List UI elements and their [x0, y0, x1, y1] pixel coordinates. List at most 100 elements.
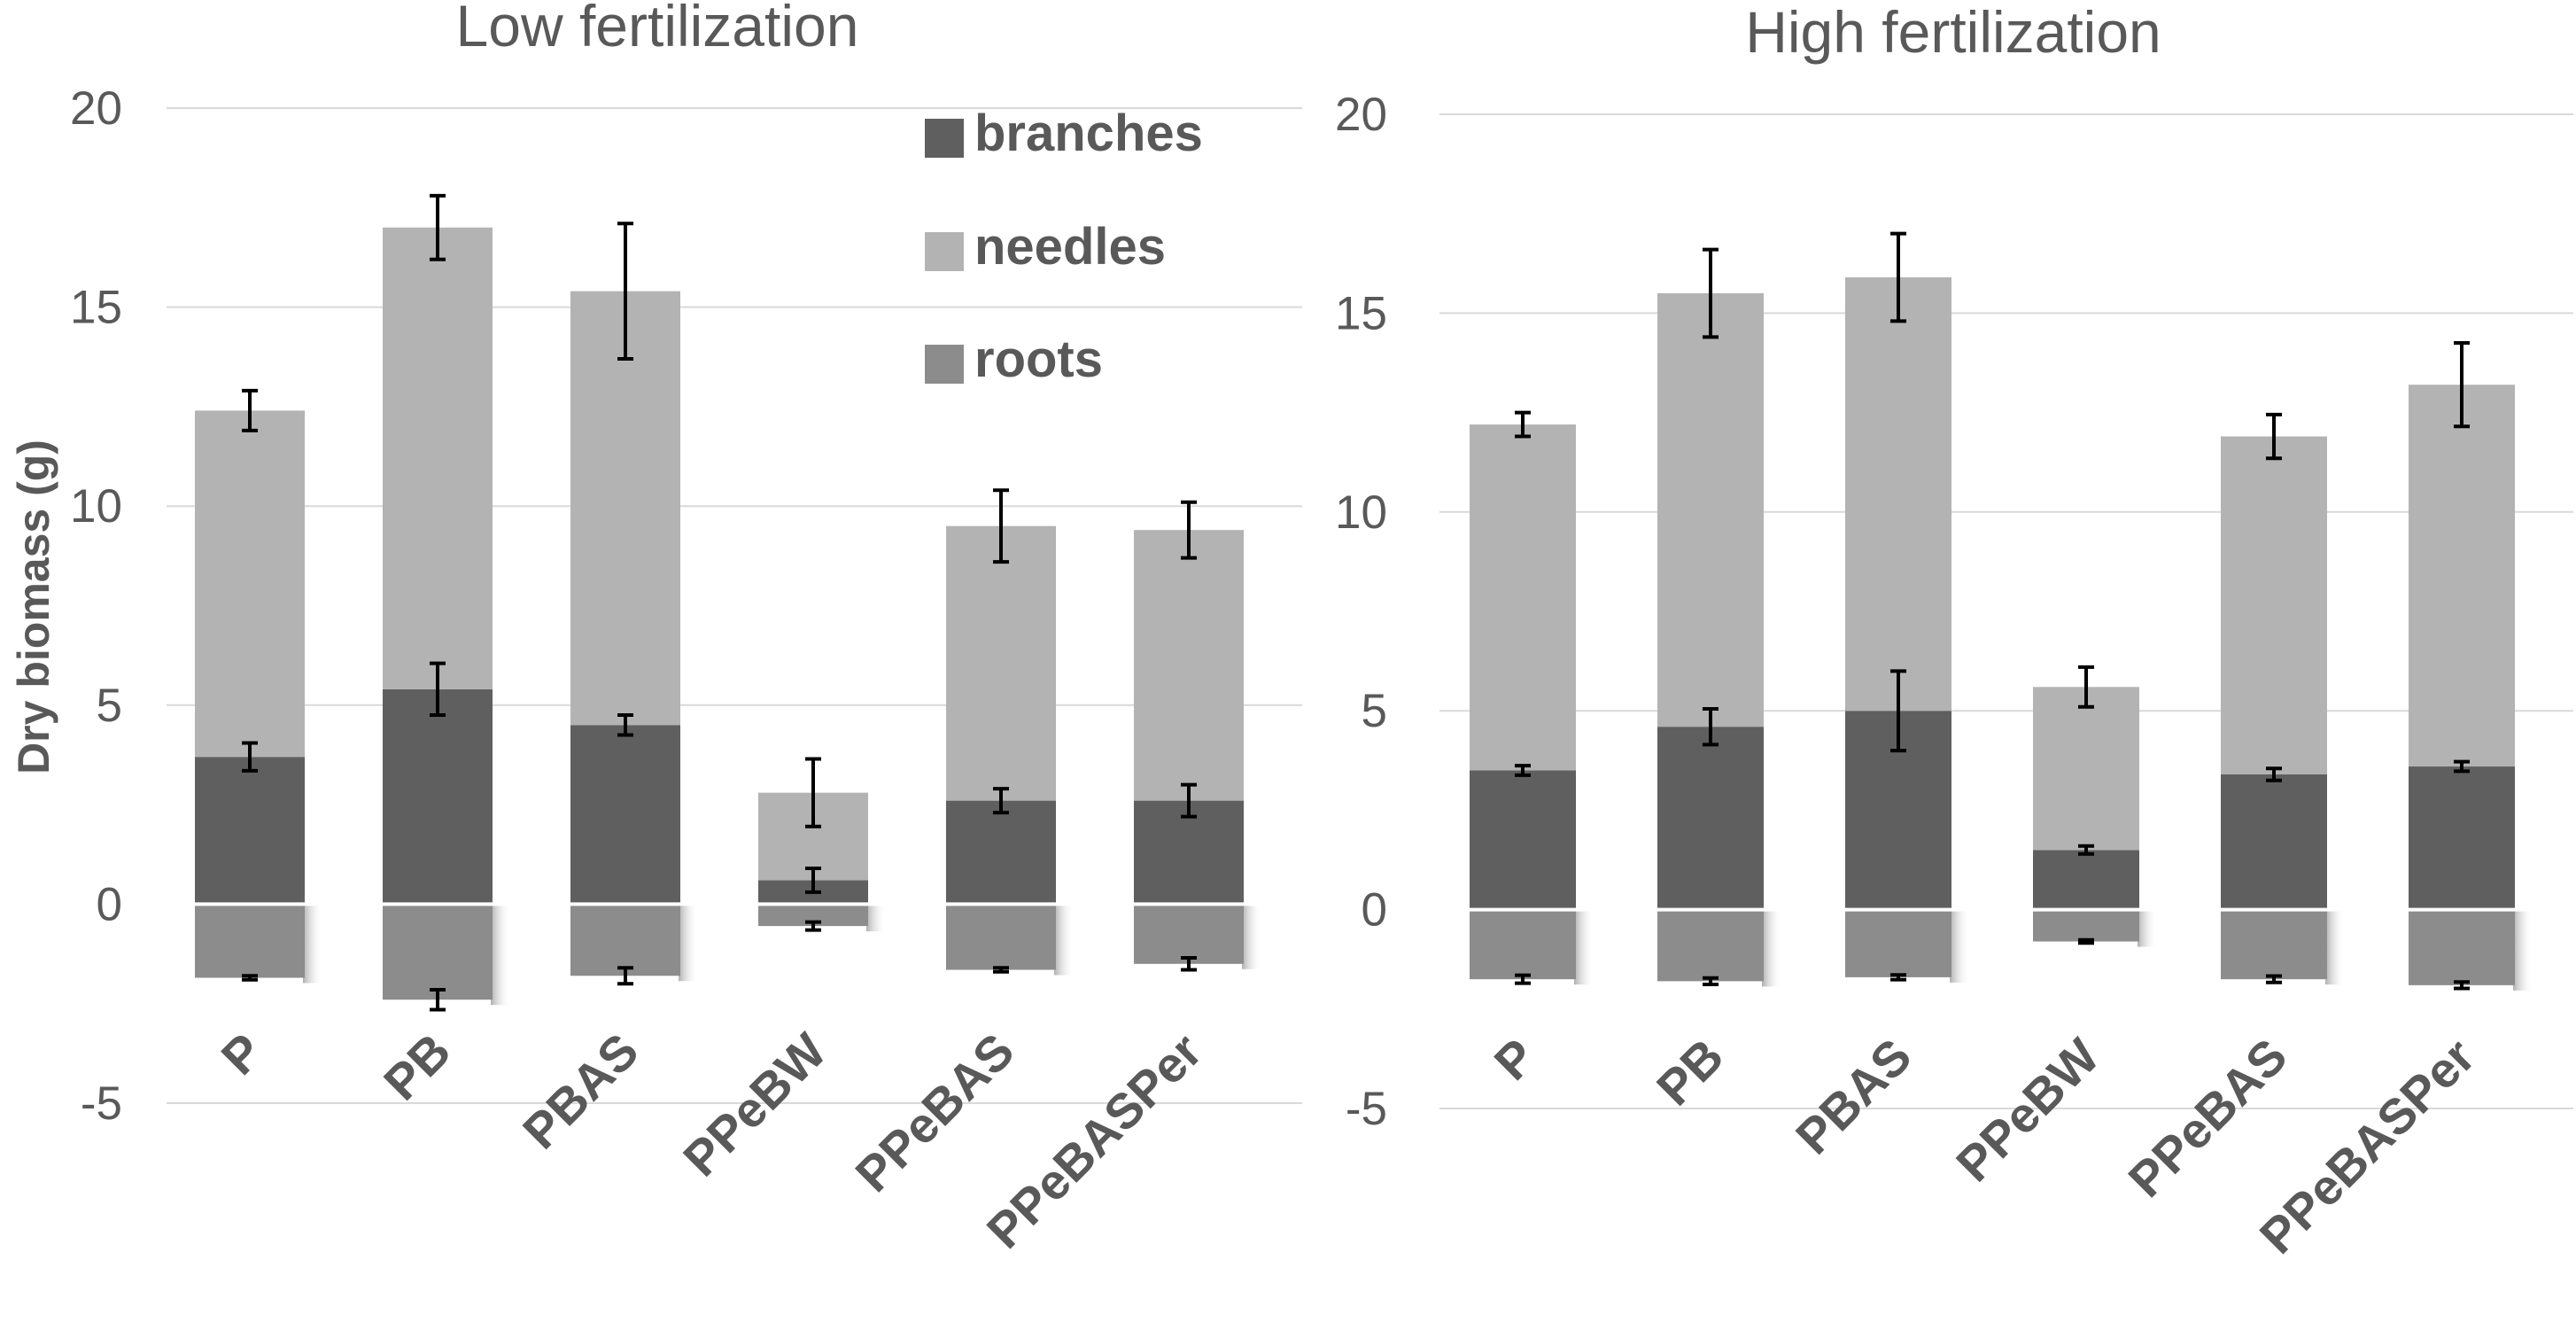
branches-bar — [1657, 727, 1764, 910]
roots-bar — [570, 904, 680, 976]
needles-bar — [2409, 385, 2515, 767]
roots-bar — [1470, 909, 1576, 980]
roots-bar-shadow — [1950, 909, 1969, 983]
roots-bar — [195, 904, 305, 978]
roots-bar — [1657, 909, 1764, 982]
y-tick-label: 0 — [97, 878, 122, 930]
roots-bar-shadow — [679, 904, 698, 982]
needles-error-bar — [2454, 341, 2470, 429]
needles-bar — [383, 227, 493, 689]
branches-error-bar — [993, 787, 1009, 815]
branches-error-bar — [2454, 759, 2470, 774]
roots-bar — [2409, 909, 2515, 985]
y-axis-label: Dry biomass (g) — [9, 439, 58, 774]
y-tick-label: 20 — [70, 82, 122, 135]
roots-bar-shadow — [866, 904, 886, 932]
panel-title: High fertilization — [1745, 0, 2161, 65]
y-tick-label: 20 — [1335, 89, 1387, 141]
branches-error-bar — [2266, 766, 2282, 782]
needles-bar — [1657, 292, 1764, 727]
roots-bar-shadow — [1574, 909, 1594, 985]
roots-error-bar — [2078, 937, 2094, 945]
needles-bar — [1470, 424, 1576, 771]
needles-bar — [195, 410, 305, 758]
branches-bar — [570, 725, 680, 905]
branches-error-bar — [1515, 764, 1531, 777]
x-category-label: PPeBAS — [844, 1023, 1024, 1202]
roots-error-bar — [1703, 976, 1719, 986]
x-category-label: PPeBW — [1945, 1028, 2109, 1192]
legend: branches needles roots — [925, 105, 1203, 388]
legend-swatch — [925, 345, 964, 384]
roots-bar-shadow — [2325, 909, 2345, 985]
panel-title: Low fertilization — [456, 0, 859, 58]
x-category-label: PPeBW — [672, 1023, 836, 1186]
roots-bar — [1845, 909, 1951, 977]
branches-bar — [2409, 766, 2515, 910]
x-category-label: P — [1484, 1028, 1547, 1091]
branches-error-bar — [805, 866, 821, 894]
roots-error-bar — [993, 966, 1009, 974]
branches-bar — [195, 757, 305, 905]
legend-swatch — [925, 119, 964, 158]
panel-low-fertilization: Low fertilization -5 0 5 10 15 20 P PB PBAS PPeBW P… — [70, 0, 1302, 1259]
legend-item-roots: roots — [925, 331, 1103, 388]
needles-bar — [1134, 530, 1244, 801]
roots-bar-shadow — [491, 904, 510, 1006]
roots-bar — [1134, 904, 1244, 964]
branches-bar — [1470, 770, 1576, 910]
roots-error-bar — [1181, 956, 1197, 972]
roots-bar-shadow — [1242, 904, 1261, 969]
needles-error-bar — [1703, 247, 1719, 339]
x-category-label: PBAS — [512, 1023, 649, 1160]
branches-error-bar — [430, 661, 446, 718]
legend-label: branches — [974, 105, 1203, 162]
needles-bar — [2033, 687, 2139, 851]
panel-high-fertilization: High fertilization -5 0 5 10 15 20 P PB PBAS PPeBW… — [1335, 0, 2573, 1264]
legend-item-branches: branches — [925, 105, 1203, 162]
x-category-label: PBAS — [1785, 1028, 1922, 1165]
y-tick-label: 5 — [97, 680, 122, 732]
y-tick-label: 0 — [1362, 884, 1387, 937]
branches-error-bar — [2078, 844, 2094, 856]
legend-item-needles: needles — [925, 218, 1166, 276]
y-tick-label: 5 — [1362, 685, 1387, 737]
needles-error-bar — [1890, 231, 1906, 323]
branches-error-bar — [1703, 706, 1719, 747]
legend-label: needles — [974, 218, 1166, 276]
needles-error-bar — [2266, 412, 2282, 461]
roots-error-bar — [805, 920, 821, 932]
needles-bar — [1845, 277, 1951, 712]
roots-bar — [2221, 909, 2327, 980]
roots-error-bar — [2454, 980, 2470, 991]
roots-error-bar — [2266, 974, 2282, 984]
x-category-label: PB — [1646, 1028, 1734, 1116]
x-category-label: PB — [373, 1023, 462, 1111]
roots-bar — [383, 904, 493, 1000]
branches-bar — [383, 688, 493, 905]
roots-error-bar — [430, 987, 446, 1012]
y-tick-label: 15 — [70, 282, 122, 334]
needles-error-bar — [430, 193, 446, 261]
branches-error-bar — [1890, 669, 1906, 753]
roots-error-bar — [617, 966, 633, 986]
needles-bar — [570, 291, 680, 726]
branches-error-bar — [242, 741, 258, 773]
branches-error-bar — [1181, 782, 1197, 819]
needles-error-bar — [993, 488, 1009, 564]
roots-error-bar — [242, 974, 258, 982]
needles-error-bar — [805, 757, 821, 828]
roots-bar — [2033, 909, 2139, 942]
roots-error-bar — [1890, 973, 1906, 982]
roots-error-bar — [1515, 973, 1531, 985]
branches-error-bar — [617, 713, 633, 737]
y-tick-label: -5 — [1346, 1083, 1387, 1135]
roots-bar-shadow — [2513, 909, 2533, 991]
needles-bar — [946, 525, 1056, 801]
needles-error-bar — [2078, 665, 2094, 709]
needles-error-bar — [242, 388, 258, 432]
roots-bar-shadow — [303, 904, 322, 984]
roots-bar-shadow — [1762, 909, 1781, 987]
branches-bar — [946, 800, 1056, 905]
